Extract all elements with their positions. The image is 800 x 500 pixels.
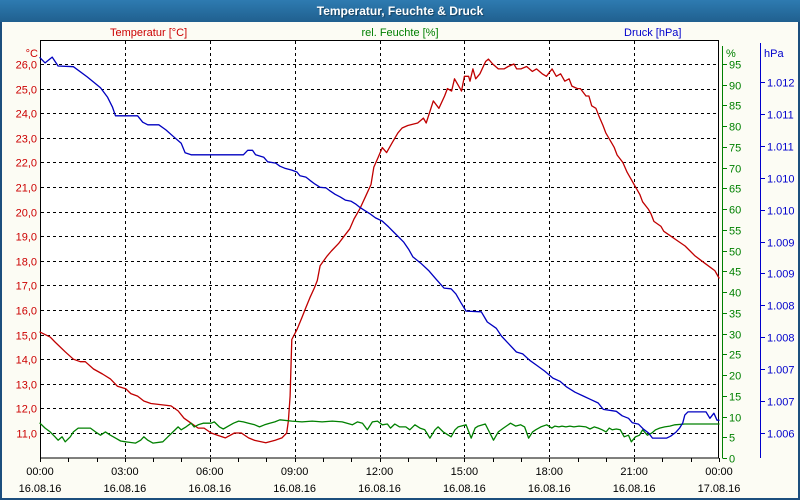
window-border-bottom [0, 498, 800, 500]
x-date-label: 16.08.16 [188, 483, 231, 495]
temp-tick-label: 11,0 [16, 429, 37, 441]
temp-tick-label: 17,0 [16, 281, 37, 293]
hum-tick-label: 5 [729, 433, 735, 445]
pres-tick-label: 1.009 [767, 238, 795, 250]
title-bar: Temperatur, Feuchte & Druck [0, 0, 800, 22]
window-title: Temperatur, Feuchte & Druck [316, 4, 484, 18]
x-time-label: 00:00 [705, 466, 733, 478]
temp-tick-label: 13,0 [16, 380, 37, 392]
series-pres [39, 56, 720, 439]
x-date-label: 16.08.16 [273, 483, 316, 495]
hum-tick-label: 15 [729, 392, 741, 404]
window-border-right [798, 22, 800, 500]
x-time-label: 12:00 [366, 466, 394, 478]
x-time-label: 18:00 [535, 466, 563, 478]
hum-tick-label: 35 [729, 309, 741, 321]
temp-tick-label: 26,0 [16, 60, 37, 72]
hum-tick-label: 95 [729, 60, 741, 72]
x-time-label: 15:00 [451, 466, 479, 478]
temp-tick-label: 25,0 [16, 85, 37, 97]
temp-tick-label: 22,0 [16, 158, 37, 170]
hum-tick-label: 10 [729, 413, 741, 425]
hum-tick-label: 60 [729, 205, 741, 217]
series-temp [39, 58, 720, 444]
temp-tick-label: 19,0 [16, 232, 37, 244]
hum-tick-label: 90 [729, 81, 741, 93]
temp-tick-label: 14,0 [16, 355, 37, 367]
plot-frame [40, 40, 719, 459]
x-time-label: 03:00 [111, 466, 139, 478]
pres-tick-label: 1.011 [767, 110, 794, 122]
hum-tick-label: 65 [729, 184, 741, 196]
pres-unit-label: hPa [764, 48, 784, 60]
x-time-label: 21:00 [620, 466, 648, 478]
hum-tick-label: 30 [729, 330, 741, 342]
hum-tick-label: 80 [729, 122, 741, 134]
x-date-label: 17.08.16 [698, 483, 741, 495]
hum-tick-label: 75 [729, 143, 741, 155]
pres-tick-label: 1.006 [767, 429, 795, 441]
temp-tick-label: 24,0 [16, 109, 37, 121]
window-border-left [0, 22, 2, 500]
legend-pressure: Druck [hPa] [624, 27, 682, 39]
hum-tick-label: 0 [729, 454, 735, 466]
hum-tick-label: 25 [729, 350, 741, 362]
hum-tick-label: 55 [729, 226, 741, 238]
x-time-label: 09:00 [281, 466, 309, 478]
x-date-label: 16.08.16 [443, 483, 486, 495]
x-time-label: 00:00 [26, 466, 54, 478]
hum-tick-label: 40 [729, 288, 741, 300]
pres-tick-label: 1.010 [767, 206, 795, 218]
pres-tick-label: 1.008 [767, 333, 795, 345]
plot-area [40, 40, 719, 458]
legend-humidity: rel. Feuchte [%] [361, 27, 439, 39]
temp-tick-label: 20,0 [16, 208, 37, 220]
x-date-label: 16.08.16 [613, 483, 656, 495]
x-date-label: 16.08.16 [528, 483, 571, 495]
x-time-label: 06:00 [196, 466, 224, 478]
x-date-label: 16.08.16 [358, 483, 401, 495]
temp-tick-label: 12,0 [16, 404, 37, 416]
temp-tick-label: 15,0 [16, 331, 37, 343]
hum-tick-label: 20 [729, 371, 741, 383]
x-date-label: 16.08.16 [19, 483, 62, 495]
temp-tick-label: 23,0 [16, 134, 37, 146]
x-date-label: 16.08.16 [103, 483, 146, 495]
pres-tick-label: 1.010 [767, 174, 795, 186]
chart-legend: Temperatur [°C] rel. Feuchte [%] Druck [… [0, 27, 800, 41]
temp-tick-label: 16,0 [16, 306, 37, 318]
temp-unit-label: °C [26, 48, 38, 60]
hum-tick-label: 50 [729, 247, 741, 259]
series-hum [39, 419, 720, 444]
hum-unit-label: % [726, 48, 736, 60]
pres-tick-label: 1.007 [767, 397, 795, 409]
pres-tick-label: 1.011 [767, 142, 794, 154]
legend-temperature: Temperatur [°C] [110, 27, 188, 39]
pres-tick-label: 1.008 [767, 301, 795, 313]
temp-tick-label: 21,0 [16, 183, 37, 195]
pres-tick-label: 1.012 [767, 78, 795, 90]
pres-tick-label: 1.007 [767, 365, 795, 377]
hum-tick-label: 45 [729, 267, 741, 279]
hum-tick-label: 85 [729, 101, 741, 113]
pres-tick-label: 1.009 [767, 269, 795, 281]
hum-tick-label: 70 [729, 164, 741, 176]
temp-tick-label: 18,0 [16, 257, 37, 269]
